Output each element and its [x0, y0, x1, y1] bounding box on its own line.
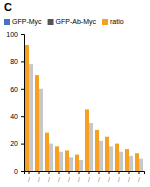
- bar: [45, 133, 49, 171]
- x-tick: /: [38, 171, 40, 183]
- y-tick-mark: [21, 171, 24, 172]
- bar: [29, 64, 33, 171]
- y-axis: 0 20 40 60 80 100: [6, 31, 24, 175]
- x-tick-mark: [79, 171, 80, 174]
- y-tick-label: 40: [10, 113, 18, 120]
- x-tick: /: [68, 171, 70, 183]
- y-tick-label: 0: [14, 168, 18, 175]
- bar: [69, 157, 73, 171]
- legend: GFP-Myc GFP-Ab-Myc ratio: [4, 18, 124, 26]
- y-tick-mark: [21, 61, 24, 62]
- x-tick-mark: [109, 171, 110, 174]
- bar: [99, 141, 103, 171]
- y-tick: 20: [10, 140, 24, 147]
- y-tick-label: 100: [6, 31, 18, 38]
- legend-item: ratio: [102, 18, 124, 25]
- y-tick: 60: [10, 86, 24, 93]
- x-tick-label: /: [88, 176, 90, 183]
- y-tick-label: 60: [10, 86, 18, 93]
- y-tick-label: 80: [10, 58, 18, 65]
- bar: [35, 75, 39, 171]
- x-tick-label: /: [28, 176, 30, 183]
- y-axis-line: [21, 35, 25, 172]
- y-tick: 40: [10, 113, 24, 120]
- bar: [75, 155, 79, 171]
- x-tick-mark: [129, 171, 130, 174]
- x-tick-label: /: [38, 176, 40, 183]
- x-tick: /: [48, 171, 50, 183]
- x-tick-mark: [59, 171, 60, 174]
- bar: [25, 45, 29, 171]
- bar: [95, 130, 99, 171]
- bar: [109, 146, 113, 171]
- x-axis-line: [25, 172, 145, 175]
- y-tick: 0: [14, 168, 24, 175]
- x-tick-mark: [49, 171, 50, 174]
- plot: 0 20 40 60 80 100 / / / / / / / / / / / /: [6, 31, 144, 183]
- x-axis: / / / / / / / / / / / /: [25, 171, 145, 183]
- bar: [119, 152, 123, 171]
- bar: [59, 152, 63, 171]
- bar: [135, 153, 139, 171]
- bar: [65, 150, 69, 171]
- x-tick-label: /: [48, 176, 50, 183]
- y-tick: 100: [6, 31, 24, 38]
- bar: [105, 137, 109, 171]
- x-tick-mark: [139, 171, 140, 174]
- x-tick-label: /: [138, 176, 140, 183]
- bars: [25, 45, 143, 171]
- legend-item: GFP-Myc: [4, 18, 42, 26]
- x-tick: /: [128, 171, 130, 183]
- x-tick: /: [58, 171, 60, 183]
- chart: CGFP-MycGFP-Ab-Mycratio020406080100/////…: [0, 0, 150, 187]
- bar: [49, 144, 53, 171]
- bar: [85, 109, 89, 171]
- x-tick-mark: [69, 171, 70, 174]
- x-tick-label: /: [68, 176, 70, 183]
- bar: [129, 156, 133, 171]
- x-tick-mark: [99, 171, 100, 174]
- x-tick: /: [78, 171, 80, 183]
- x-tick-mark: [39, 171, 40, 174]
- x-tick-label: /: [128, 176, 130, 183]
- x-tick-label: /: [78, 176, 80, 183]
- x-tick: /: [28, 171, 30, 183]
- x-tick-mark: [29, 171, 30, 174]
- bar: [125, 149, 129, 171]
- bar: [115, 144, 119, 171]
- legend-annotation: GFP-Ab-Myc: [56, 18, 97, 26]
- bar: [79, 160, 83, 171]
- legend-swatch: [4, 19, 10, 25]
- y-tick-mark: [21, 34, 24, 35]
- legend-entry: ratio: [110, 18, 124, 25]
- x-tick: /: [88, 171, 90, 183]
- legend-swatch: [102, 19, 108, 25]
- legend-annotation: GFP-Myc: [12, 18, 42, 26]
- x-tick: /: [108, 171, 110, 183]
- x-tick-label: /: [98, 176, 100, 183]
- y-tick-mark: [21, 144, 24, 145]
- bar: [39, 89, 43, 171]
- x-tick-label: /: [118, 176, 120, 183]
- bar: [89, 123, 93, 171]
- x-tick-label: /: [108, 176, 110, 183]
- legend-swatch: [48, 19, 54, 25]
- y-tick-label: 20: [10, 140, 18, 147]
- x-tick: /: [118, 171, 120, 183]
- title: C: [4, 1, 12, 13]
- x-tick: /: [98, 171, 100, 183]
- y-tick: 80: [10, 58, 24, 65]
- bar: [55, 146, 59, 171]
- bar: [139, 159, 143, 171]
- legend-item: GFP-Ab-Myc: [48, 18, 97, 26]
- x-tick-label: /: [58, 176, 60, 183]
- y-tick-mark: [21, 116, 24, 117]
- y-tick-mark: [21, 89, 24, 90]
- x-tick-mark: [119, 171, 120, 174]
- x-tick-mark: [89, 171, 90, 174]
- x-tick: /: [138, 171, 140, 183]
